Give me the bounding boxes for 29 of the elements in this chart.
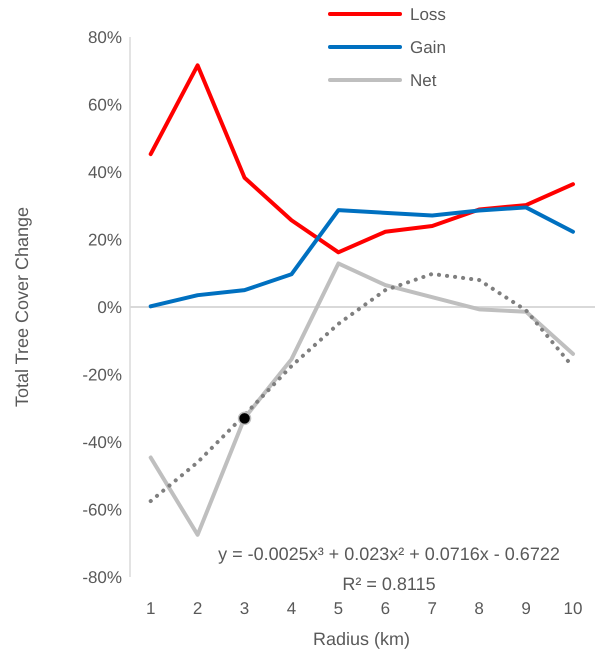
line-series <box>148 205 575 308</box>
legend-label: Loss <box>410 4 446 24</box>
x-tick-label: 9 <box>521 599 531 618</box>
y-tick-label: 0% <box>97 298 122 317</box>
x-tick-label: 1 <box>146 599 156 618</box>
legend-label: Gain <box>410 38 446 57</box>
annotation: y = -0.0025x³ + 0.023x² + 0.0716x - 0.6722 <box>218 544 560 564</box>
x-tick-label: 5 <box>334 599 344 618</box>
x-tick-label: 3 <box>240 599 250 618</box>
y-tick-label: -20% <box>82 365 122 384</box>
x-tick-label: 7 <box>428 599 437 618</box>
x-tick-label: 8 <box>474 599 484 618</box>
y-tick-label: 40% <box>88 162 122 182</box>
x-axis-title: Radius (km) <box>312 629 410 649</box>
x-tick-label: 10 <box>564 599 582 618</box>
y-tick-label: 80% <box>88 28 122 47</box>
y-tick-label: -60% <box>82 500 122 520</box>
annotation: R² = 0.8115 <box>342 574 436 594</box>
y-axis-title: Total Tree Cover Change <box>12 206 32 408</box>
y-tick-label: 60% <box>88 95 122 114</box>
line-series <box>148 63 575 254</box>
legend-label: Net <box>410 70 437 90</box>
line-series <box>148 261 575 537</box>
x-tick-label: 4 <box>286 599 296 618</box>
y-tick-label: -40% <box>82 432 122 452</box>
y-tick-label: 20% <box>88 230 122 250</box>
y-tick-label: -80% <box>82 568 122 587</box>
x-tick-label: 2 <box>192 599 202 618</box>
x-tick-label: 6 <box>380 599 390 618</box>
